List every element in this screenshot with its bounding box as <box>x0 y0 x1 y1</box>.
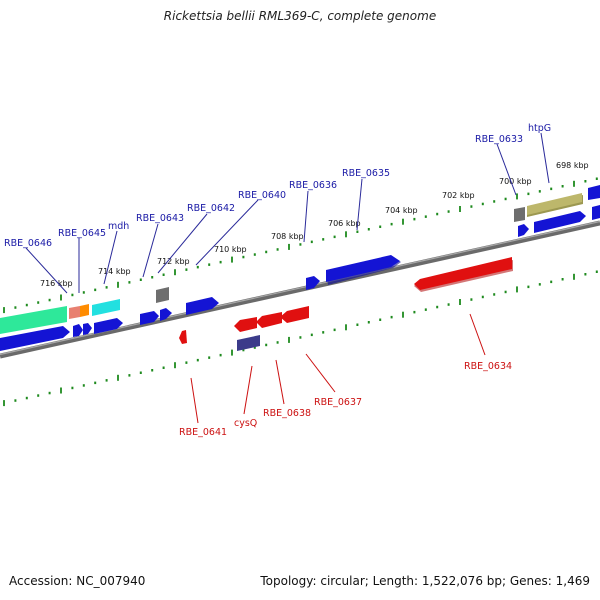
gene-cysQ[interactable] <box>237 335 260 351</box>
label-RBE_0636[interactable]: RBE_0636 <box>289 180 337 191</box>
gene-RBE_0636[interactable] <box>306 276 320 290</box>
genome-backbone-highlight <box>0 220 600 356</box>
genome-title: Rickettsia bellii RML369-C, complete gen… <box>163 9 437 23</box>
gene-RBE_0641[interactable] <box>179 330 187 344</box>
gene-RBE_0645-blue-a[interactable] <box>73 324 83 337</box>
tick-row-top <box>3 177 598 314</box>
accession-text: Accession: NC_007940 <box>9 574 146 588</box>
gene-htpG[interactable] <box>527 193 582 215</box>
label-htpG[interactable]: htpG <box>528 123 551 134</box>
kbp-label-704: 704 kbp <box>385 206 418 215</box>
gene-RBE_0642[interactable] <box>156 287 169 303</box>
label-RBE_0640[interactable]: RBE_0640 <box>238 190 286 201</box>
gene-RBE_0635[interactable] <box>326 255 400 282</box>
genome-summary-text: Topology: circular; Length: 1,522,076 bp… <box>260 574 590 588</box>
gene-RBE_0640[interactable] <box>186 297 219 315</box>
kbp-label-708: 708 kbp <box>271 232 304 241</box>
label-RBE_0638[interactable]: RBE_0638 <box>263 408 311 419</box>
gene-small-blue-700[interactable] <box>518 224 529 237</box>
kbp-label-710: 710 kbp <box>214 245 247 254</box>
label-RBE_0633[interactable]: RBE_0633 <box>475 134 523 145</box>
label-RBE_0634[interactable]: RBE_0634 <box>464 361 512 372</box>
gene-RBE_0645-a[interactable] <box>69 306 80 319</box>
kbp-label-702: 702 kbp <box>442 191 475 200</box>
bottom-leader-lines <box>190 313 486 424</box>
gene-RBE_0638[interactable] <box>256 312 282 328</box>
gene-RBE_0643[interactable] <box>140 311 159 325</box>
label-RBE_0641[interactable]: RBE_0641 <box>179 427 227 438</box>
gene-edge-right-upper[interactable] <box>588 185 600 200</box>
gene-RBE_0641-block[interactable] <box>234 317 257 332</box>
kbp-label-700: 700 kbp <box>499 177 532 186</box>
top-leader-lines <box>25 132 550 294</box>
gene-right-blue[interactable] <box>534 211 586 233</box>
label-RBE_0646[interactable]: RBE_0646 <box>4 238 52 249</box>
kbp-label-698: 698 kbp <box>556 161 589 170</box>
kbp-label-706: 706 kbp <box>328 219 361 228</box>
label-RBE_0642[interactable]: RBE_0642 <box>187 203 235 214</box>
gene-RBE_0645[interactable] <box>80 304 89 317</box>
gene-RBE_0646[interactable] <box>0 306 67 334</box>
gene-RBE_0634[interactable] <box>414 257 512 290</box>
label-RBE_0643[interactable]: RBE_0643 <box>136 213 184 224</box>
label-RBE_0635[interactable]: RBE_0635 <box>342 168 390 179</box>
kbp-label-714: 714 kbp <box>98 267 131 276</box>
genome-backbone <box>0 220 600 359</box>
gene-RBE_0643-b[interactable] <box>160 308 172 321</box>
gene-RBE_0633[interactable] <box>514 207 525 222</box>
gene-mdh-blue[interactable] <box>94 318 123 334</box>
label-mdh[interactable]: mdh <box>108 221 129 232</box>
label-RBE_0645[interactable]: RBE_0645 <box>58 228 106 239</box>
gene-RBE_0646-blue[interactable] <box>0 326 70 351</box>
gene-mdh[interactable] <box>92 299 120 316</box>
label-cysQ[interactable]: cysQ <box>234 418 257 429</box>
label-RBE_0637[interactable]: RBE_0637 <box>314 397 362 408</box>
kbp-label-712: 712 kbp <box>157 257 190 266</box>
gene-RBE_0637[interactable] <box>280 306 309 323</box>
kbp-label-716: 716 kbp <box>40 279 73 288</box>
gene-edge-right-lower[interactable] <box>592 205 600 220</box>
gene-RBE_0645-blue-b[interactable] <box>83 323 92 335</box>
